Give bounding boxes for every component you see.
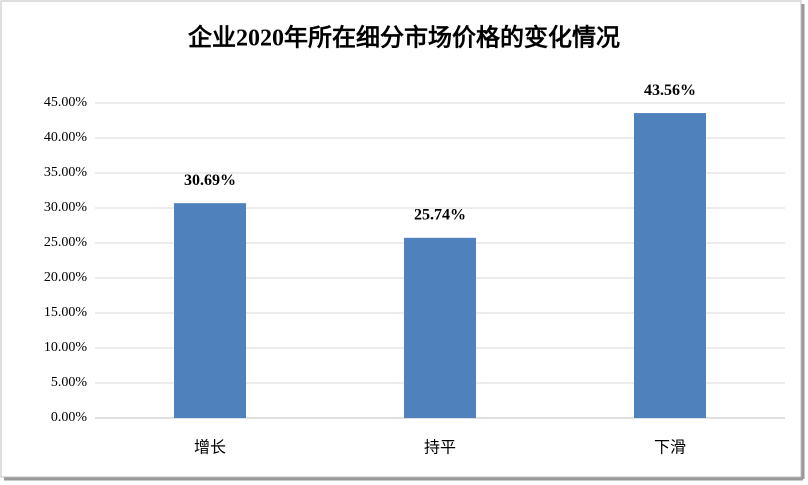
y-tick-label: 25.00% xyxy=(44,235,88,250)
data-label: 30.69% xyxy=(184,172,236,189)
y-tick-label: 40.00% xyxy=(44,130,88,145)
y-tick-label: 0.00% xyxy=(51,410,88,425)
y-tick-label: 5.00% xyxy=(51,375,88,390)
bar xyxy=(404,237,476,418)
y-tick-label: 45.00% xyxy=(44,95,88,110)
chart-title: 企业2020年所在细分市场价格的变化情况 xyxy=(188,24,620,52)
y-tick-label: 10.00% xyxy=(44,340,88,355)
data-label: 43.56% xyxy=(644,82,696,99)
y-tick-label: 35.00% xyxy=(44,165,88,180)
y-tick-label: 30.00% xyxy=(44,200,88,215)
y-tick-label: 15.00% xyxy=(44,305,88,320)
bar xyxy=(174,203,246,418)
y-tick-label: 20.00% xyxy=(44,270,88,285)
x-tick-label: 增长 xyxy=(194,438,226,457)
bar xyxy=(634,113,706,418)
x-tick-label: 持平 xyxy=(424,438,456,457)
x-tick-label: 下滑 xyxy=(654,438,686,457)
data-label: 25.74% xyxy=(414,206,466,223)
